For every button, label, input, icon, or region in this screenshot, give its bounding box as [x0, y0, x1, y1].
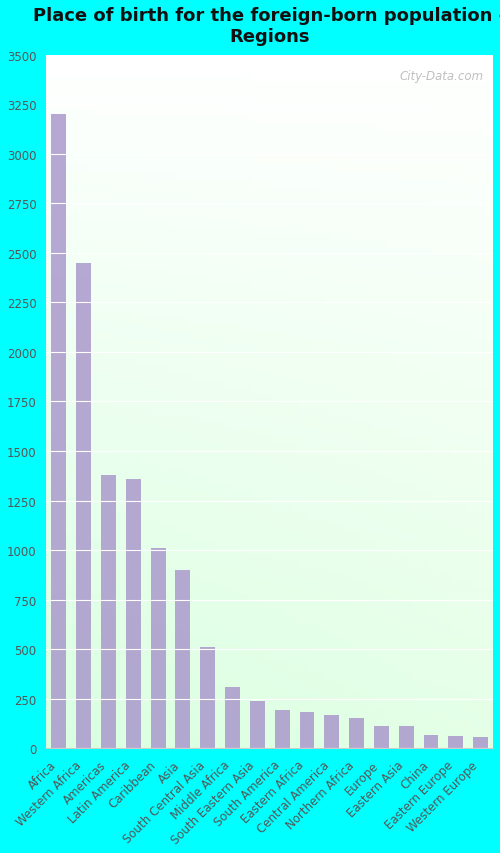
Bar [424, 735, 438, 748]
Bar [176, 571, 190, 748]
Bar [250, 701, 265, 748]
Bar [473, 738, 488, 748]
Bar [225, 687, 240, 748]
Text: City-Data.com: City-Data.com [400, 69, 484, 83]
Bar [300, 711, 314, 748]
Bar [126, 479, 140, 748]
Bar [324, 715, 339, 748]
Bar [200, 647, 215, 748]
Bar [448, 736, 464, 748]
Bar [399, 727, 413, 748]
Bar [76, 264, 91, 748]
Bar [349, 717, 364, 748]
Bar [374, 726, 389, 748]
Bar [150, 548, 166, 748]
Title: Place of birth for the foreign-born population -
Regions: Place of birth for the foreign-born popu… [33, 7, 500, 46]
Bar [274, 710, 289, 748]
Bar [101, 475, 116, 748]
Bar [52, 115, 66, 748]
